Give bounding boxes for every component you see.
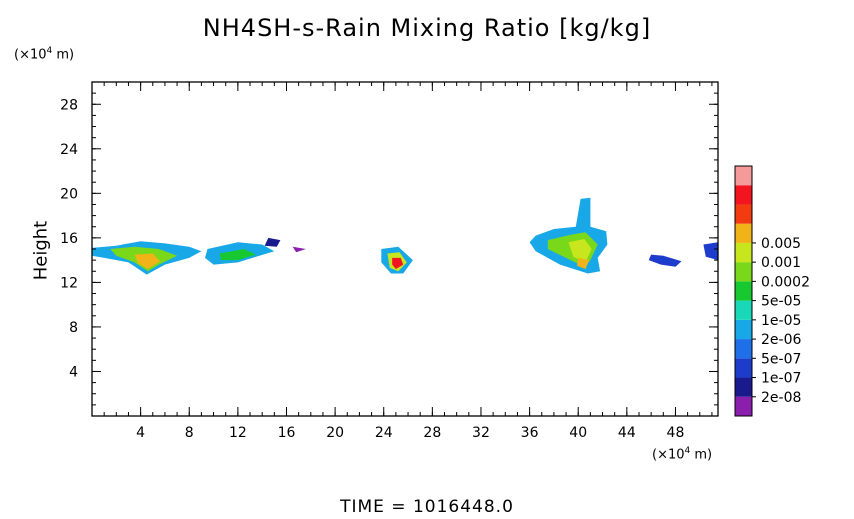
x-tick-label: 12 bbox=[229, 425, 247, 441]
colorbar-label: 2e-08 bbox=[761, 390, 801, 406]
colorbar-swatch bbox=[735, 185, 752, 205]
contour-region-13 bbox=[577, 257, 590, 269]
colorbar-swatch bbox=[735, 396, 752, 416]
y-tick-label: 16 bbox=[60, 231, 78, 247]
x-tick-label: 44 bbox=[618, 425, 636, 441]
colorbar-swatch bbox=[735, 377, 752, 397]
colorbar-label: 1e-05 bbox=[761, 313, 801, 329]
contour-region-2 bbox=[134, 253, 161, 269]
y-tick-label: 24 bbox=[60, 142, 78, 158]
chart-title: NH4SH-s-Rain Mixing Ratio [kg/kg] bbox=[202, 14, 652, 42]
colorbar-swatch bbox=[735, 319, 752, 340]
colorbar-swatch bbox=[735, 262, 752, 282]
colorbar-swatch bbox=[735, 358, 752, 378]
contour-layer bbox=[92, 197, 718, 275]
contour-region-12 bbox=[568, 239, 592, 263]
colorbar-label: 5e-05 bbox=[761, 294, 801, 310]
colorbar-label: 0.001 bbox=[761, 255, 801, 271]
y-tick-label: 20 bbox=[60, 186, 78, 202]
y-tick-label: 12 bbox=[60, 275, 78, 291]
colorbar-swatch bbox=[735, 242, 752, 263]
colorbar-label: 1e-07 bbox=[761, 371, 801, 387]
y-tick-label: 28 bbox=[60, 97, 78, 113]
time-label: TIME = 1016448.0 bbox=[340, 497, 514, 517]
colorbar-swatch bbox=[735, 281, 752, 301]
contour-region-9 bbox=[392, 257, 404, 269]
colorbar: 2e-08 1e-07 5e-07 2e-06 1e-05 5e-05 0.0002 0.00… bbox=[734, 165, 810, 417]
contour-region-5 bbox=[264, 237, 281, 247]
x-tick-label: 16 bbox=[278, 425, 296, 441]
x-tick-label: 20 bbox=[326, 425, 344, 441]
colorbar-label: 5e-07 bbox=[761, 351, 801, 367]
contour-region-6 bbox=[292, 246, 306, 253]
colorbar-swatch bbox=[735, 223, 752, 243]
x-tick-label: 8 bbox=[185, 425, 194, 441]
x-tick-label: 36 bbox=[521, 425, 539, 441]
y-axis-unit: (×104 m) bbox=[14, 46, 75, 63]
y-tick-label: 4 bbox=[69, 364, 78, 380]
x-tick-label: 28 bbox=[423, 425, 441, 441]
x-tick-label: 32 bbox=[472, 425, 490, 441]
colorbar-label: 0.005 bbox=[761, 236, 801, 252]
colorbar-swatch bbox=[735, 300, 752, 320]
contour-region-4 bbox=[219, 249, 257, 261]
x-tick-label: 4 bbox=[136, 425, 145, 441]
x-axis-unit: (×104 m) bbox=[652, 446, 713, 463]
contour-region-15 bbox=[703, 242, 718, 261]
x-tick-label: 24 bbox=[375, 425, 393, 441]
colorbar-swatch bbox=[735, 204, 752, 224]
x-tick-label: 40 bbox=[569, 425, 587, 441]
x-tick-label: 48 bbox=[667, 425, 685, 441]
colorbar-swatch bbox=[735, 339, 752, 359]
colorbar-frame bbox=[734, 165, 753, 417]
contour-region-14 bbox=[648, 254, 682, 267]
y-tick-label: 8 bbox=[69, 320, 78, 336]
colorbar-swatch bbox=[735, 166, 752, 186]
colorbar-label: 0.0002 bbox=[761, 274, 810, 290]
colorbar-label: 2e-06 bbox=[761, 332, 801, 348]
